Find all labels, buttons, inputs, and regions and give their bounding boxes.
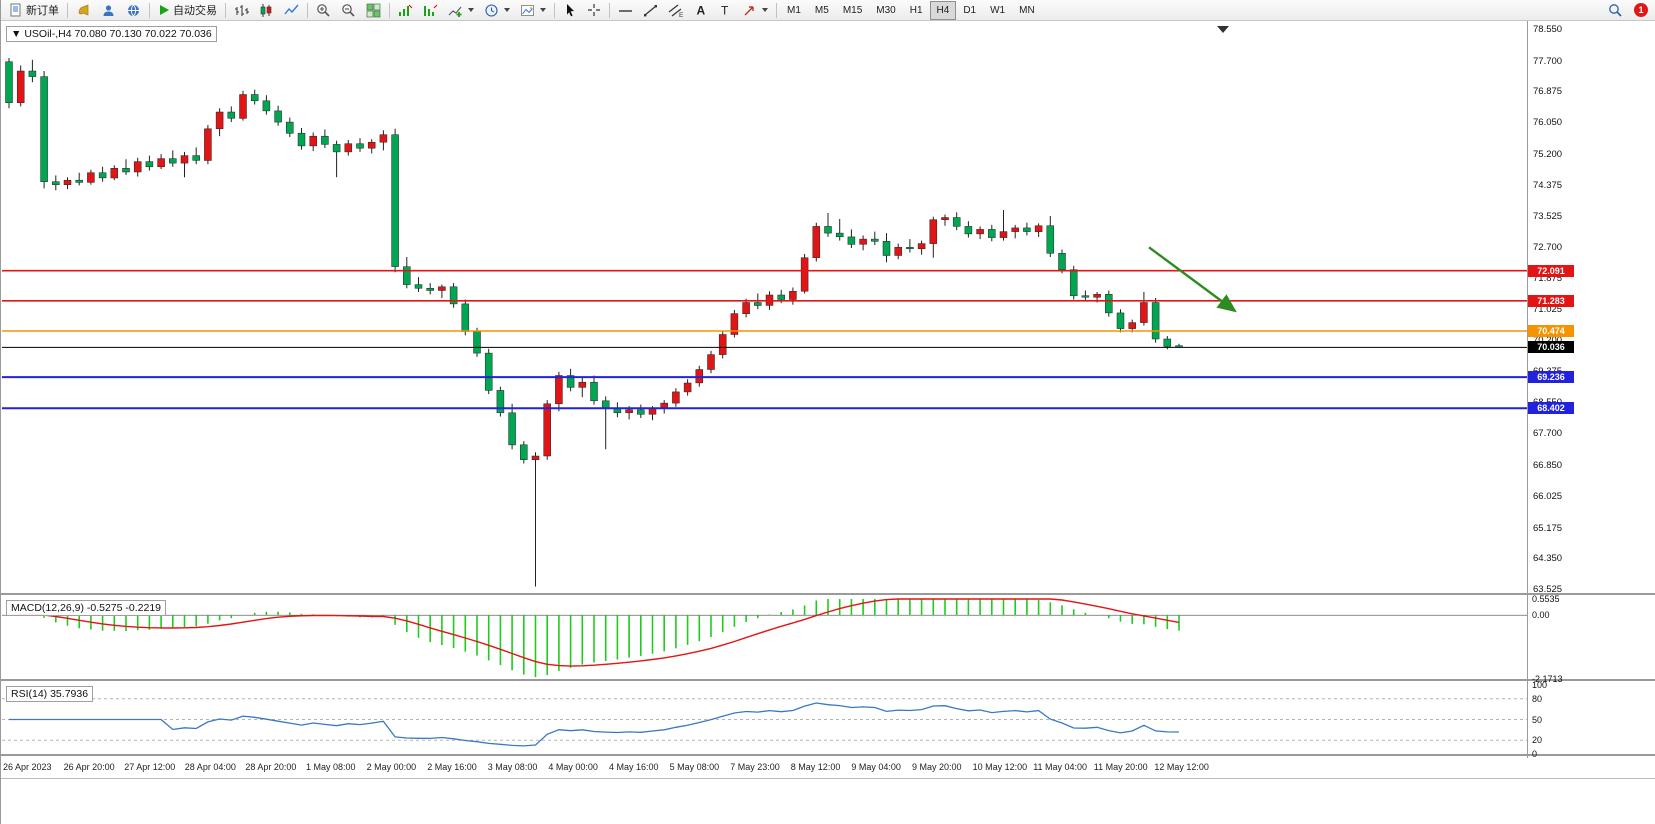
toolbar-separator — [389, 2, 390, 18]
label-tool-button[interactable]: T — [713, 0, 737, 20]
add-indicator-button[interactable] — [443, 0, 479, 20]
indicator-list-button[interactable] — [393, 0, 418, 20]
text-tool-button[interactable]: A — [689, 0, 713, 20]
new-order-label: 新订单 — [26, 5, 59, 17]
signals-button[interactable] — [96, 0, 121, 20]
tile-windows-button[interactable] — [361, 0, 386, 20]
crosshair-icon — [588, 4, 600, 16]
toolbar-separator — [776, 2, 777, 18]
indicator-list-icon — [399, 4, 413, 16]
bar-chart-button[interactable] — [229, 0, 254, 20]
timeframe-m30[interactable]: M30 — [876, 4, 896, 16]
toolbar-separator — [609, 2, 610, 18]
timeframe-m5[interactable]: M5 — [814, 4, 829, 16]
time-axis — [1, 758, 1655, 779]
templates-icon — [521, 4, 534, 16]
market-icon — [78, 3, 89, 16]
templates-button[interactable] — [515, 0, 551, 20]
community-icon — [128, 4, 139, 16]
notification-badge[interactable]: 1 — [1634, 3, 1648, 17]
macd-panel[interactable] — [1, 597, 1655, 681]
dropdown-caret-icon — [468, 8, 474, 12]
line-chart-icon — [284, 4, 299, 14]
dropdown-caret-icon — [540, 8, 546, 12]
candlestick-chart-button[interactable] — [254, 0, 279, 20]
rsi-panel[interactable] — [1, 683, 1655, 756]
line-chart-button[interactable] — [279, 0, 304, 20]
new-order-icon — [10, 3, 21, 17]
timeframe-w1[interactable]: W1 — [990, 4, 1006, 16]
timeframe-h4[interactable]: H4 — [929, 0, 957, 20]
timeframe-mn[interactable]: MN — [1019, 4, 1035, 16]
community-button[interactable] — [121, 0, 146, 20]
crosshair-button[interactable] — [582, 0, 606, 20]
search-button[interactable] — [1603, 0, 1628, 20]
tile-windows-icon — [366, 3, 381, 17]
equidistant-channel-button[interactable]: E — [663, 0, 689, 20]
signals-icon — [103, 4, 114, 16]
ohlc-bars-icon — [235, 4, 249, 16]
zoom-out-icon — [342, 3, 355, 17]
svg-text:T: T — [721, 4, 729, 18]
toolbar-separator — [554, 2, 555, 18]
play-icon — [160, 5, 169, 15]
toolbar-separator — [307, 2, 308, 18]
label-icon: T — [721, 4, 729, 18]
trendline-icon — [644, 4, 657, 16]
toolbar-separator — [225, 2, 226, 18]
text-icon: A — [697, 4, 706, 18]
periods-clock-icon — [485, 3, 498, 17]
zoom-in-button[interactable] — [311, 0, 336, 20]
svg-text:E: E — [679, 12, 684, 18]
add-indicator-icon — [448, 6, 462, 17]
equidistant-channel-icon: E — [668, 4, 684, 18]
timeframe-m1[interactable]: M1 — [787, 4, 801, 16]
horizontal-line-button[interactable] — [613, 0, 638, 20]
arrows-shapes-icon — [744, 5, 754, 15]
arrows-shapes-button[interactable] — [737, 0, 773, 20]
zoom-in-icon — [317, 3, 330, 17]
search-icon — [1609, 3, 1622, 17]
svg-text:A: A — [697, 4, 706, 18]
zoom-out-button[interactable] — [336, 0, 361, 20]
timeframe-h1[interactable]: H1 — [909, 4, 923, 16]
horizontal-line-icon — [619, 9, 632, 12]
new-order-button[interactable]: 新订单 — [4, 0, 64, 20]
candlestick-icon — [260, 3, 272, 17]
timeframe-m15[interactable]: M15 — [842, 4, 863, 16]
trendline-button[interactable] — [638, 0, 663, 20]
toolbar-separator — [67, 2, 68, 18]
auto-trading-button[interactable]: 自动交易 — [153, 0, 222, 20]
timeframe-d1[interactable]: D1 — [963, 4, 977, 16]
main-chart-panel[interactable] — [1, 21, 1655, 595]
market-button[interactable] — [71, 0, 96, 20]
cursor-button[interactable] — [558, 0, 582, 20]
toolbar-separator — [149, 2, 150, 18]
objects-list-icon — [424, 4, 438, 16]
dropdown-caret-icon — [762, 8, 768, 12]
price-axis-separator — [1527, 21, 1528, 758]
periods-button[interactable] — [479, 0, 515, 20]
dropdown-caret-icon — [504, 8, 510, 12]
toolbar: 新订单 自动交易 — [1, 0, 1655, 21]
auto-trading-label: 自动交易 — [173, 5, 217, 17]
objects-list-button[interactable] — [418, 0, 443, 20]
cursor-icon — [567, 4, 574, 17]
